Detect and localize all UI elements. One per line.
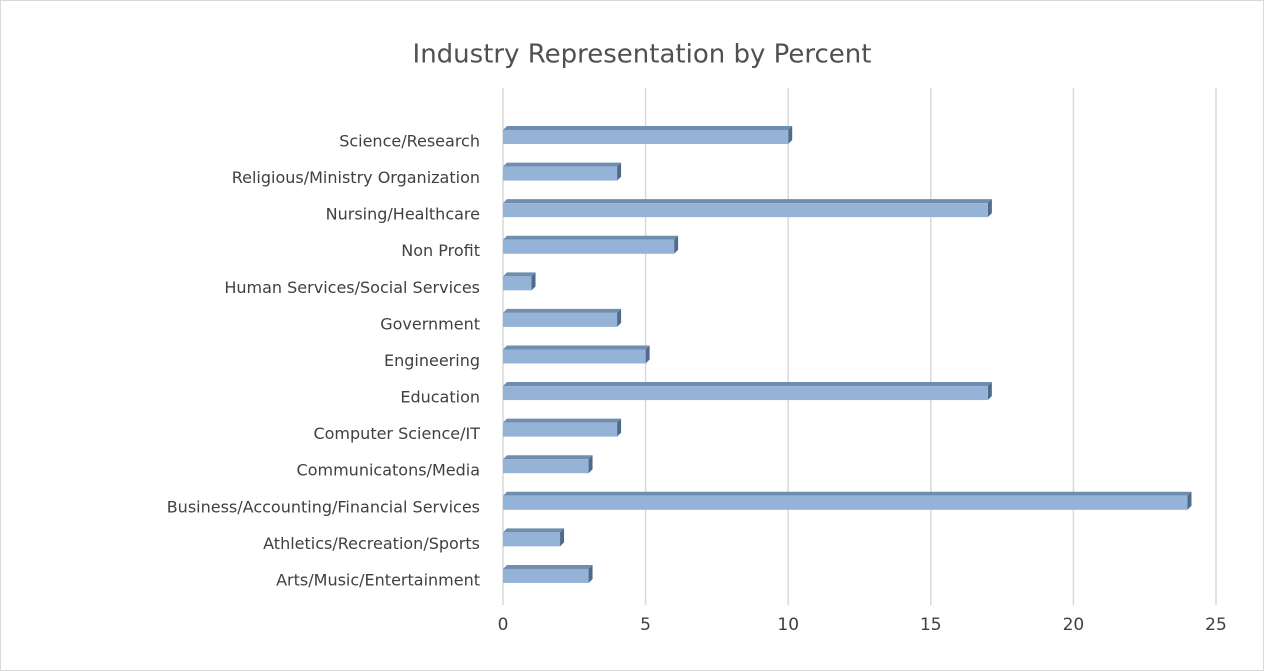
y-tick-label: Education (400, 388, 480, 407)
bar-side (617, 418, 622, 437)
bar (503, 349, 646, 364)
bar (503, 495, 1188, 510)
bar-side (617, 308, 622, 327)
bar-group (503, 162, 622, 181)
bar-side (588, 455, 593, 474)
y-tick-label: Government (380, 314, 480, 333)
bar-group (503, 418, 622, 437)
bar-group (503, 199, 992, 218)
chart-title: Industry Representation by Percent (413, 40, 872, 70)
x-tick-label: 10 (777, 615, 799, 635)
bar-group (503, 455, 593, 474)
bar (503, 532, 561, 547)
y-tick-label: Human Services/Social Services (224, 278, 480, 297)
bar-top (503, 126, 793, 130)
bar-top (503, 528, 565, 533)
bar-group (503, 308, 622, 327)
y-tick-label: Communicatons/Media (297, 461, 480, 480)
bar (503, 203, 988, 218)
bar (503, 459, 589, 474)
bar-side (987, 199, 992, 218)
x-tick-label: 25 (1205, 615, 1227, 635)
bar (503, 239, 675, 254)
y-tick-label: Engineering (384, 351, 480, 370)
bar (503, 312, 618, 327)
bar-group (503, 345, 650, 364)
y-tick-label: Athletics/Recreation/Sports (263, 534, 480, 553)
bar-side (531, 272, 536, 291)
bar-side (1187, 491, 1192, 510)
bar-side (788, 126, 793, 144)
bar-top (503, 162, 622, 167)
bar-top (503, 564, 593, 569)
bar-group (503, 126, 793, 144)
bar-top (503, 382, 992, 387)
bar (503, 568, 589, 583)
bar-top (503, 199, 992, 204)
bar-group (503, 491, 1192, 510)
bar-side (617, 162, 622, 181)
bar (503, 166, 618, 181)
bar-group (503, 564, 593, 583)
y-tick-label: Nursing/Healthcare (326, 205, 480, 224)
bar-side (674, 235, 679, 254)
bar-top (503, 308, 622, 313)
bar-top (503, 491, 1192, 496)
bar-top (503, 272, 536, 277)
bar-group (503, 235, 679, 254)
bar-side (588, 564, 593, 583)
bar (503, 276, 532, 291)
bar-top (503, 345, 650, 350)
x-tick-label: 5 (640, 615, 651, 635)
y-tick-label: Non Profit (401, 241, 480, 260)
bar-top (503, 235, 679, 240)
bar-group (503, 528, 565, 547)
x-tick-label: 15 (920, 615, 942, 635)
y-tick-label: Arts/Music/Entertainment (276, 570, 480, 589)
bar-side (987, 382, 992, 401)
y-tick-label: Science/Research (339, 132, 480, 151)
y-tick-label: Computer Science/IT (313, 424, 480, 443)
bar (503, 130, 789, 144)
bar-side (645, 345, 650, 364)
bar-group (503, 382, 992, 401)
bar-side (560, 528, 565, 547)
bar-top (503, 455, 593, 460)
x-tick-label: 20 (1063, 615, 1085, 635)
bar-group (503, 272, 536, 291)
x-tick-label: 0 (498, 615, 509, 635)
y-tick-label: Religious/Ministry Organization (232, 168, 480, 187)
bar (503, 422, 618, 437)
y-tick-label: Business/Accounting/Financial Services (167, 497, 480, 516)
bar-top (503, 418, 622, 423)
bar (503, 386, 988, 401)
